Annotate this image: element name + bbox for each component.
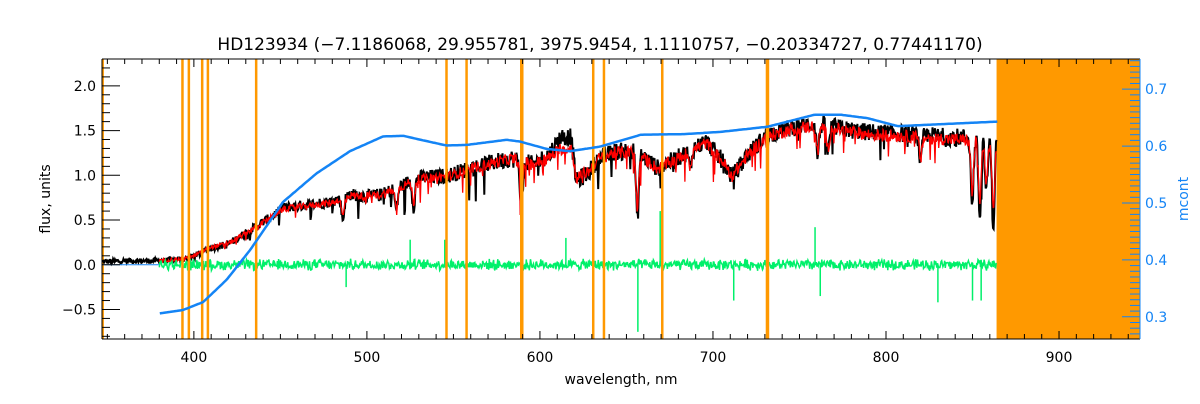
y2-axis-label: mcont [1176, 176, 1192, 221]
model-flux-line [158, 121, 997, 264]
y2-tick-label: 0.6 [1145, 139, 1167, 155]
masked-region [102, 59, 104, 339]
residual-line [158, 256, 997, 274]
y2-tick-label: 0.4 [1145, 253, 1167, 269]
y-tick-label: 1.5 [74, 124, 96, 140]
y-tick-label: 0.0 [74, 258, 96, 274]
chart-title: HD123934 (−7.1186068, 29.955781, 3975.94… [217, 35, 982, 55]
x-tick-label: 600 [527, 350, 554, 366]
mcont-line [159, 113, 998, 315]
y2-tick-label: 0.3 [1145, 310, 1167, 326]
x-tick-label: 400 [181, 350, 208, 366]
x-tick-label: 700 [700, 350, 727, 366]
y2-tick-label: 0.5 [1145, 196, 1167, 212]
x-tick-label: 800 [873, 350, 900, 366]
y-axis-label: flux, units [38, 164, 54, 233]
y2-tick-label: 0.7 [1145, 82, 1167, 98]
y-tick-label: 2.0 [74, 79, 96, 95]
masked-region [996, 59, 1140, 339]
y-tick-label: 0.5 [74, 213, 96, 229]
x-axis-label: wavelength, nm [565, 372, 678, 388]
x-tick-label: 500 [354, 350, 381, 366]
y-tick-label: −0.5 [62, 302, 96, 318]
x-tick-label: 900 [1046, 350, 1073, 366]
y-tick-label: 1.0 [74, 168, 96, 184]
